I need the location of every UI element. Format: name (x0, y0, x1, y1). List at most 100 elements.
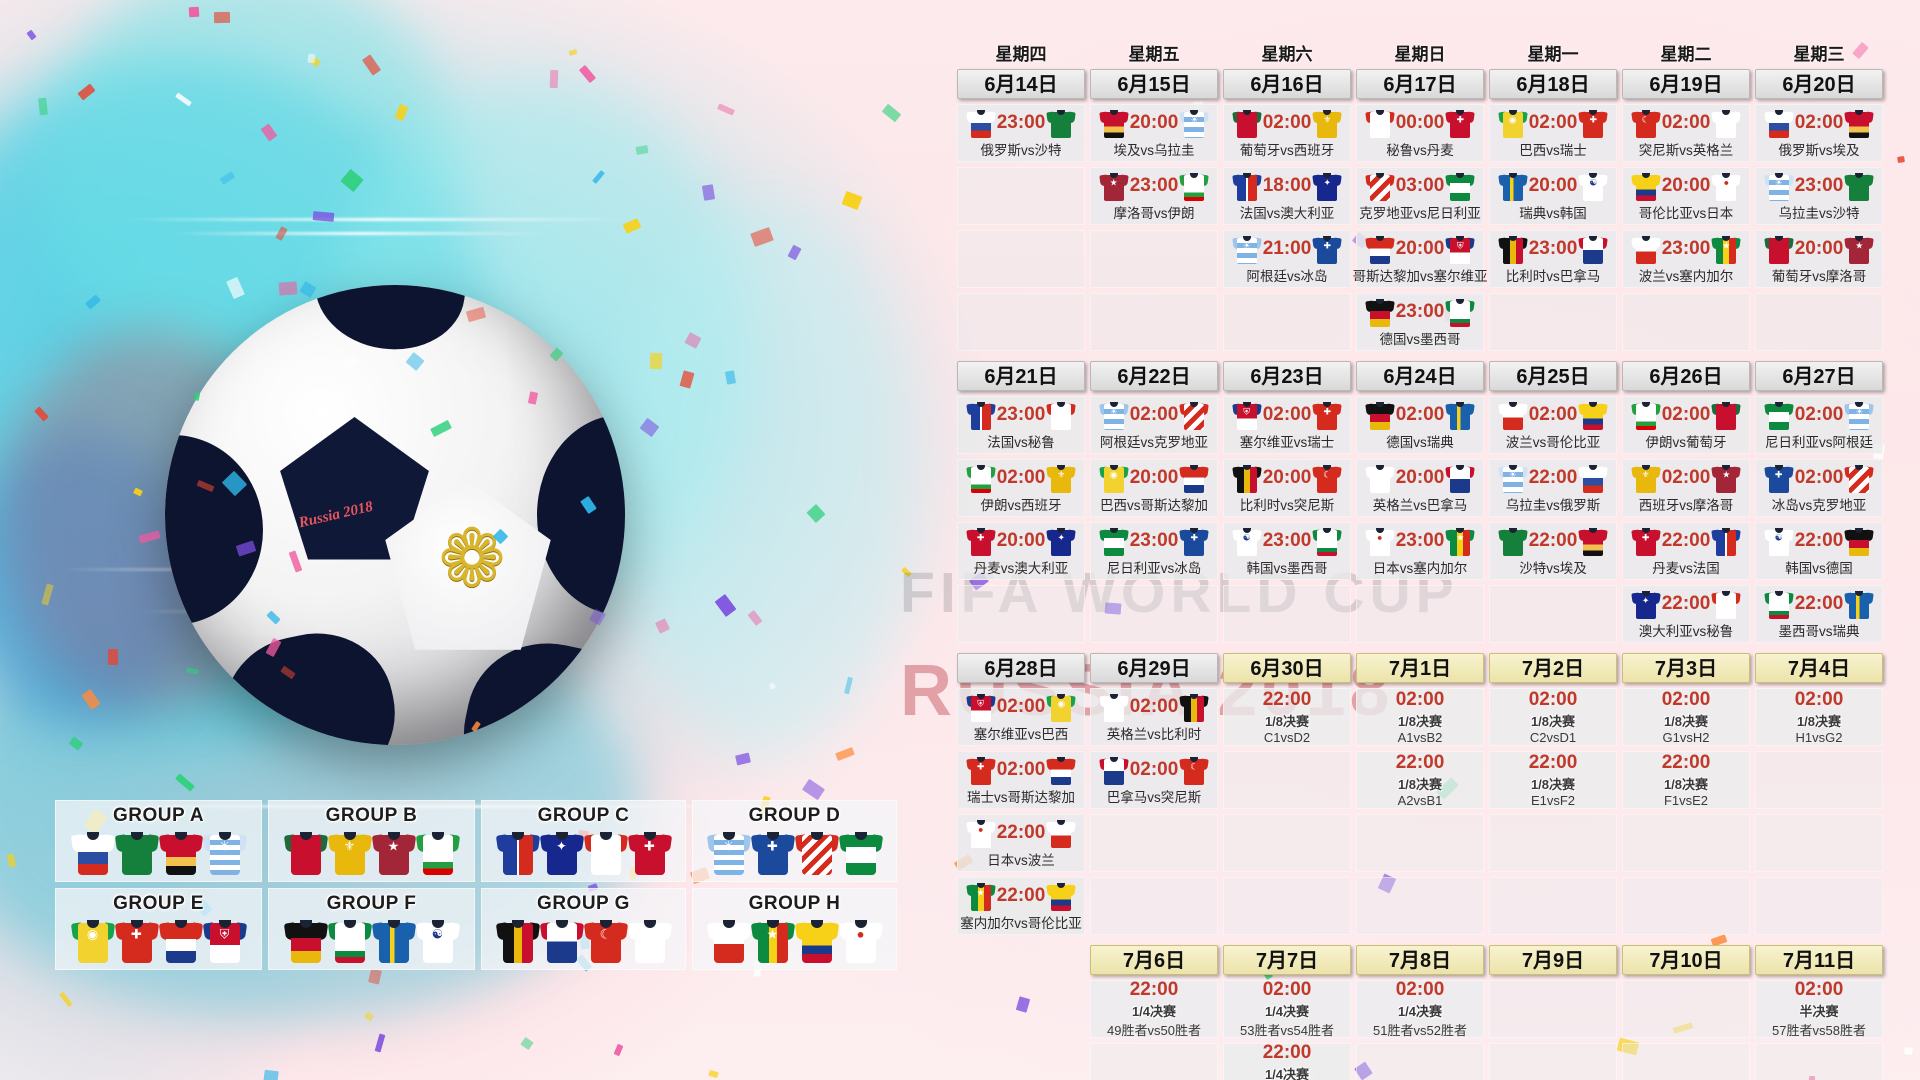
date-label[interactable]: 7月7日 (1223, 945, 1351, 975)
group-box-a[interactable]: GROUP A ☀ (55, 800, 262, 882)
match-cell[interactable]: ✚ 02:00 冰岛vs克罗地亚 (1755, 459, 1883, 517)
match-cell[interactable]: 02:00 俄罗斯vs埃及 (1755, 104, 1883, 162)
group-box-f[interactable]: GROUP F ☯ (268, 888, 475, 970)
match-cell[interactable]: 20:00 ☀ 埃及vs乌拉圭 (1090, 104, 1218, 162)
date-label[interactable]: 7月3日 (1622, 653, 1750, 683)
match-cell[interactable]: ☀ 21:00 ✚ 阿根廷vs冰岛 (1223, 230, 1351, 288)
knockout-match-cell[interactable]: 02:00 1/8决赛 C2vsD1 (1489, 688, 1617, 746)
match-cell[interactable]: ☯ 22:00 韩国vs德国 (1755, 522, 1883, 580)
match-cell[interactable]: ⚜ 02:00 ★ 西班牙vs摩洛哥 (1622, 459, 1750, 517)
group-box-g[interactable]: GROUP G ★ ☾ ✚ (481, 888, 686, 970)
group-box-c[interactable]: GROUP C ✦ ✚ (481, 800, 686, 882)
match-cell[interactable]: 23:00 法国vs秘鲁 (957, 396, 1085, 454)
date-label[interactable]: 6月16日 (1223, 69, 1351, 99)
group-box-b[interactable]: GROUP B ⚜ ★ (268, 800, 475, 882)
team-kit-巴西: ◉ (1048, 692, 1074, 722)
knockout-match-cell[interactable]: 02:00 1/4决赛 51胜者vs52胜者 (1356, 980, 1484, 1038)
match-cell[interactable]: 20:00 ⛨ 哥斯达黎加vs塞尔维亚 (1356, 230, 1484, 288)
knockout-match-cell[interactable]: 02:00 1/4决赛 53胜者vs54胜者 (1223, 980, 1351, 1038)
match-cell[interactable]: 02:00 伊朗vs葡萄牙 (1622, 396, 1750, 454)
match-cell[interactable]: 23:00 ★ 波兰vs塞内加尔 (1622, 230, 1750, 288)
match-cell[interactable]: 22:00 沙特vs埃及 (1489, 522, 1617, 580)
date-label[interactable]: 6月27日 (1755, 361, 1883, 391)
match-cell[interactable]: ✚ 20:00 ✦ 丹麦vs澳大利亚 (957, 522, 1085, 580)
match-cell[interactable]: ☀ 23:00 乌拉圭vs沙特 (1755, 167, 1883, 225)
match-cell[interactable]: 18:00 ✦ 法国vs澳大利亚 (1223, 167, 1351, 225)
match-cell[interactable]: ☾ 02:00 ✚ 突尼斯vs英格兰 (1622, 104, 1750, 162)
date-label[interactable]: 6月24日 (1356, 361, 1484, 391)
match-cell[interactable]: ⛨ 02:00 ✚ 塞尔维亚vs瑞士 (1223, 396, 1351, 454)
knockout-match-cell[interactable]: 22:00 1/8决赛 A2vsB1 (1356, 751, 1484, 809)
date-label[interactable]: 6月20日 (1755, 69, 1883, 99)
match-cell[interactable]: ✚ 22:00 丹麦vs法国 (1622, 522, 1750, 580)
date-label[interactable]: 6月21日 (957, 361, 1085, 391)
match-cell[interactable]: ✚ 02:00 英格兰vs比利时 (1090, 688, 1218, 746)
knockout-match-cell[interactable]: 02:00 半决赛 57胜者vs58胜者 (1755, 980, 1883, 1038)
match-cell[interactable]: ★ 22:00 塞内加尔vs哥伦比亚 (957, 877, 1085, 935)
knockout-match-cell[interactable]: 22:00 1/8决赛 E1vsF2 (1489, 751, 1617, 809)
match-teams: 克罗地亚vs尼日利亚 (1359, 202, 1481, 222)
knockout-match-cell[interactable]: 22:001/4决赛55胜者vs56胜者 (1223, 1043, 1351, 1080)
match-cell[interactable]: ★ 23:00 摩洛哥vs伊朗 (1090, 167, 1218, 225)
date-label[interactable]: 6月15日 (1090, 69, 1218, 99)
match-cell[interactable]: ★ 02:00 ☾ 巴拿马vs突尼斯 (1090, 751, 1218, 809)
match-cell[interactable]: 02:00 ⚜ 伊朗vs西班牙 (957, 459, 1085, 517)
date-label[interactable]: 7月2日 (1489, 653, 1617, 683)
match-cell[interactable]: 03:00 克罗地亚vs尼日利亚 (1356, 167, 1484, 225)
match-cell[interactable]: 23:00 德国vs墨西哥 (1356, 293, 1484, 351)
match-cell[interactable]: 20:00 ☾ 比利时vs突尼斯 (1223, 459, 1351, 517)
date-label[interactable]: 7月1日 (1356, 653, 1484, 683)
knockout-match-cell[interactable]: 22:00 1/4决赛 49胜者vs50胜者 (1090, 980, 1218, 1038)
knockout-match-cell[interactable]: 02:00 1/8决赛 G1vsH2 (1622, 688, 1750, 746)
match-cell[interactable]: 23:00 ★ 比利时vs巴拿马 (1489, 230, 1617, 288)
knockout-match-cell[interactable]: 02:00 1/8决赛 H1vsG2 (1755, 688, 1883, 746)
match-cell[interactable]: ◉ 02:00 ✚ 巴西vs瑞士 (1489, 104, 1617, 162)
match-cell[interactable]: ● 22:00 日本vs波兰 (957, 814, 1085, 872)
group-box-e[interactable]: GROUP E ◉ ✚ ⛨ (55, 888, 262, 970)
date-label[interactable]: 6月23日 (1223, 361, 1351, 391)
match-cell[interactable]: ✚ 20:00 ★ 英格兰vs巴拿马 (1356, 459, 1484, 517)
date-label[interactable]: 6月26日 (1622, 361, 1750, 391)
date-label[interactable]: 7月9日 (1489, 945, 1617, 975)
match-cell[interactable]: ✦ 22:00 澳大利亚vs秘鲁 (1622, 585, 1750, 643)
match-cell[interactable]: 23:00 ✚ 尼日利亚vs冰岛 (1090, 522, 1218, 580)
match-cell[interactable]: 20:00 ★ 葡萄牙vs摩洛哥 (1755, 230, 1883, 288)
match-cell[interactable]: ⛨ 02:00 ◉ 塞尔维亚vs巴西 (957, 688, 1085, 746)
match-cell[interactable]: 22:00 墨西哥vs瑞典 (1755, 585, 1883, 643)
match-cell[interactable]: 00:00 ✚ 秘鲁vs丹麦 (1356, 104, 1484, 162)
knockout-match-cell[interactable]: 02:00 1/8决赛 A1vsB2 (1356, 688, 1484, 746)
date-label[interactable]: 6月17日 (1356, 69, 1484, 99)
date-label[interactable]: 7月8日 (1356, 945, 1484, 975)
match-cell[interactable]: 20:00 ☯ 瑞典vs韩国 (1489, 167, 1617, 225)
date-label[interactable]: 6月19日 (1622, 69, 1750, 99)
match-cell[interactable]: ☀ 02:00 阿根廷vs克罗地亚 (1090, 396, 1218, 454)
match-cell[interactable]: ◉ 20:00 巴西vs哥斯达黎加 (1090, 459, 1218, 517)
day-column-6月28日: 6月28日 ⛨ 02:00 ◉ 塞尔维亚vs巴西 ✚ 02:00 瑞士vs哥斯达黎加 ● 22:0… (957, 653, 1085, 940)
knockout-match-cell[interactable]: 22:00 1/8决赛 C1vsD2 (1223, 688, 1351, 746)
date-label[interactable]: 6月28日 (957, 653, 1085, 683)
date-label[interactable]: 6月18日 (1489, 69, 1617, 99)
match-cell[interactable]: 02:00 ⚜ 葡萄牙vs西班牙 (1223, 104, 1351, 162)
date-label[interactable]: 7月10日 (1622, 945, 1750, 975)
date-label[interactable]: 7月11日 (1755, 945, 1883, 975)
match-cell[interactable]: 02:00 德国vs瑞典 (1356, 396, 1484, 454)
match-cell[interactable]: 02:00 波兰vs哥伦比亚 (1489, 396, 1617, 454)
match-cell[interactable]: ✚ 02:00 瑞士vs哥斯达黎加 (957, 751, 1085, 809)
date-label[interactable]: 7月4日 (1755, 653, 1883, 683)
date-label[interactable]: 6月30日 (1223, 653, 1351, 683)
date-label[interactable]: 6月25日 (1489, 361, 1617, 391)
match-cell[interactable]: 02:00 ☀ 尼日利亚vs阿根廷 (1755, 396, 1883, 454)
date-label[interactable]: 7月6日 (1090, 945, 1218, 975)
match-cell[interactable]: ☀ 22:00 乌拉圭vs俄罗斯 (1489, 459, 1617, 517)
match-cell[interactable]: ☯ 23:00 韩国vs墨西哥 (1223, 522, 1351, 580)
date-label[interactable]: 6月14日 (957, 69, 1085, 99)
date-label[interactable]: 6月29日 (1090, 653, 1218, 683)
match-cell[interactable]: ● 23:00 ★ 日本vs塞内加尔 (1356, 522, 1484, 580)
match-cell[interactable]: 23:00 俄罗斯vs沙特 (957, 104, 1085, 162)
group-box-d[interactable]: GROUP D ☀ ✚ (692, 800, 897, 882)
group-box-h[interactable]: GROUP H ★ ● (692, 888, 897, 970)
date-label[interactable]: 6月22日 (1090, 361, 1218, 391)
knockout-match-cell[interactable]: 22:00 1/8决赛 F1vsE2 (1622, 751, 1750, 809)
confetti-piece (108, 649, 118, 665)
match-cell[interactable]: 20:00 ● 哥伦比亚vs日本 (1622, 167, 1750, 225)
